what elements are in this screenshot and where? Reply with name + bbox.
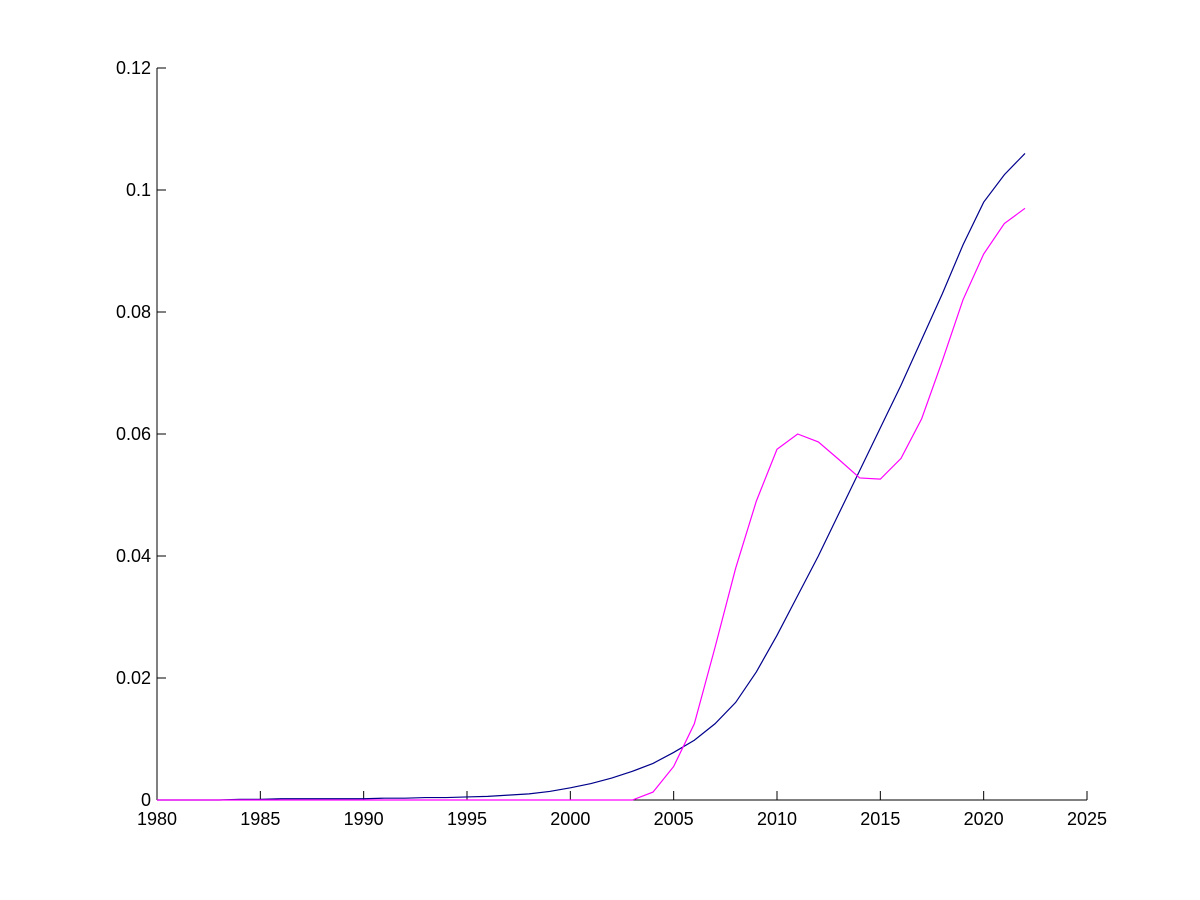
y-tick-label: 0.06 bbox=[116, 424, 151, 444]
x-tick-label: 1980 bbox=[137, 809, 177, 829]
x-tick-label: 2005 bbox=[654, 809, 694, 829]
x-tick-label: 2020 bbox=[964, 809, 1004, 829]
series-line bbox=[157, 152, 1026, 801]
x-tick-label: 1985 bbox=[240, 809, 280, 829]
y-tick-label: 0.08 bbox=[116, 302, 151, 322]
x-tick-label: 1995 bbox=[447, 809, 487, 829]
series-line bbox=[157, 207, 1026, 801]
x-tick-label: 1990 bbox=[344, 809, 384, 829]
y-tick-label: 0 bbox=[141, 790, 151, 810]
y-tick-label: 0.04 bbox=[116, 546, 151, 566]
y-tick-label: 0.1 bbox=[126, 180, 151, 200]
y-tick-label: 0.02 bbox=[116, 668, 151, 688]
x-tick-label: 2010 bbox=[757, 809, 797, 829]
x-tick-label: 2025 bbox=[1067, 809, 1107, 829]
y-tick-label: 0.12 bbox=[116, 58, 151, 78]
x-tick-label: 2000 bbox=[550, 809, 590, 829]
x-tick-label: 2015 bbox=[860, 809, 900, 829]
